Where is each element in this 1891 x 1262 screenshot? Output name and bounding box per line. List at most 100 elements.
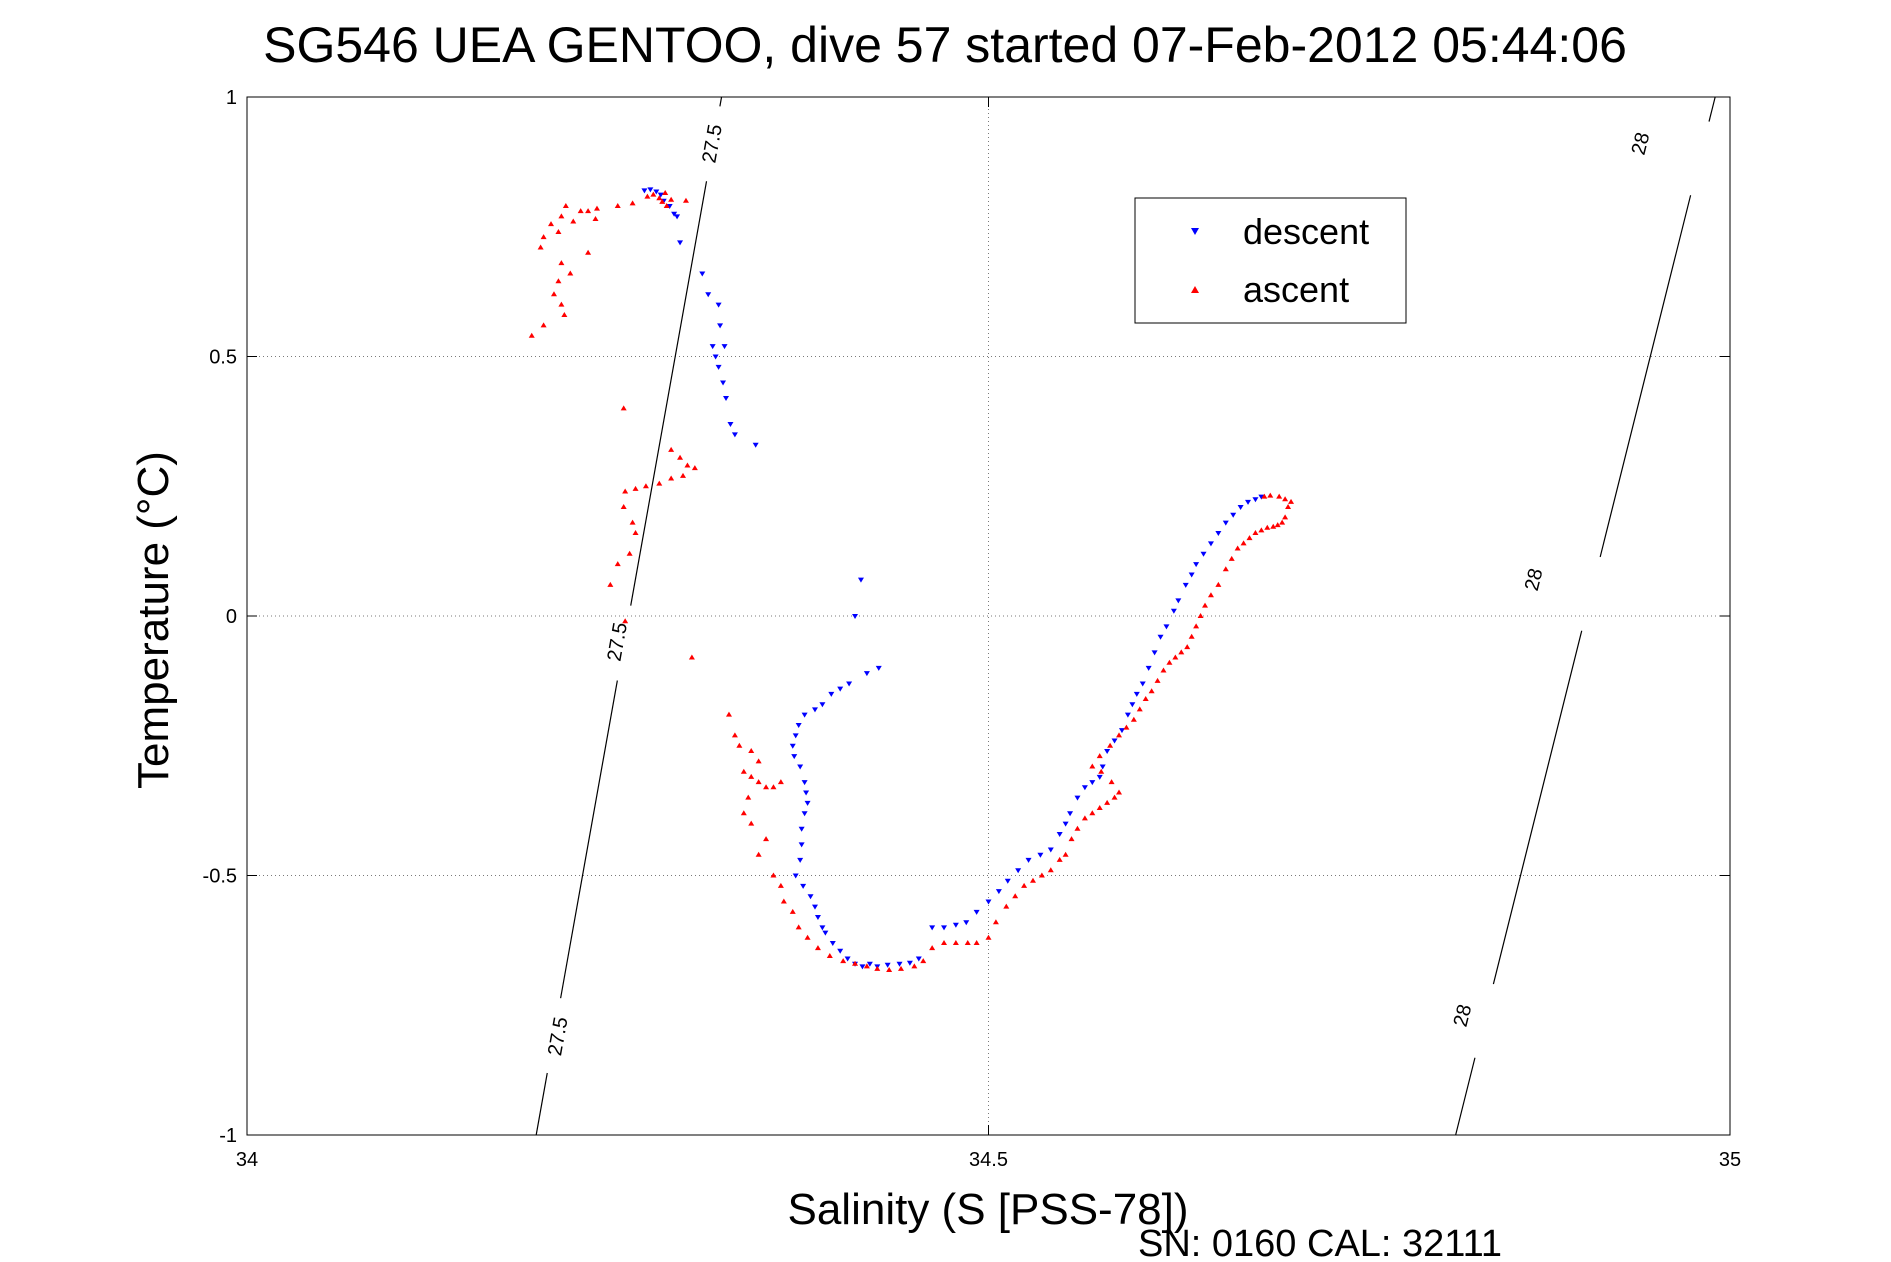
ascent-point	[668, 196, 675, 202]
ascent-point	[1116, 732, 1123, 738]
descent-point	[752, 442, 759, 448]
ascent-point	[1056, 856, 1063, 862]
descent-point	[657, 192, 664, 198]
descent-point	[798, 826, 805, 832]
ascent-point	[682, 197, 689, 203]
density-contour-line	[1708, 96, 1716, 122]
ascent-point	[650, 191, 657, 197]
ascent-point	[1003, 903, 1010, 909]
descent-point	[859, 964, 866, 970]
ascent-point	[755, 851, 762, 857]
descent-point	[1118, 728, 1125, 734]
descent-point	[828, 691, 835, 697]
x-axis-label: Salinity (S [PSS-78])	[787, 1185, 1188, 1234]
descent-point	[1004, 878, 1011, 884]
descent-point	[797, 857, 804, 863]
ascent-point	[1178, 649, 1185, 655]
ascent-point	[1279, 519, 1286, 525]
ascent-point	[1288, 498, 1295, 504]
ascent-point	[622, 488, 629, 494]
density-contour-label: 28	[1628, 130, 1655, 157]
ascent-point	[629, 200, 636, 206]
ascent-point	[886, 966, 893, 972]
ascent-point	[898, 965, 905, 971]
ascent-point	[1096, 753, 1103, 759]
density-contour-line	[1492, 630, 1583, 985]
ascent-point	[1154, 677, 1161, 683]
y-tick-label: 0.5	[209, 347, 237, 369]
descent-point	[819, 702, 826, 708]
ascent-point	[952, 939, 959, 945]
ascent-point	[562, 202, 569, 208]
ascent-point	[1228, 555, 1235, 561]
ascent-point	[1285, 504, 1292, 510]
descent-point	[819, 925, 826, 931]
ascent-point	[1234, 545, 1241, 551]
ascent-point	[1282, 514, 1289, 520]
ascent-point	[656, 480, 663, 486]
ascent-point	[1202, 602, 1209, 608]
ascent-point	[755, 758, 762, 764]
ascent-point	[548, 221, 555, 227]
descent-point	[715, 364, 722, 370]
descent-point	[1170, 608, 1177, 614]
descent-point	[896, 961, 903, 967]
ascent-point	[1111, 794, 1118, 800]
descent-point	[1222, 520, 1229, 526]
descent-point	[1207, 541, 1214, 547]
ascent-point	[777, 882, 784, 888]
ascent-point	[1136, 706, 1143, 712]
ascent-point	[1193, 623, 1200, 629]
ascent-point	[1096, 805, 1103, 811]
descent-point	[674, 214, 681, 220]
ascent-point	[691, 465, 698, 471]
descent-point	[1099, 764, 1106, 770]
ascent-point	[1148, 688, 1155, 694]
descent-point	[800, 883, 807, 889]
legend-descent-marker	[1191, 228, 1199, 235]
descent-point	[677, 240, 684, 246]
serial-calibration-label: SN: 0160 CAL: 32111	[1138, 1223, 1502, 1262]
descent-point	[906, 960, 913, 966]
descent-point	[1111, 738, 1118, 744]
ascent-point	[1166, 659, 1173, 665]
ascent-point	[567, 270, 574, 276]
ascent-point	[1108, 779, 1115, 785]
ascent-point	[748, 820, 755, 826]
ascent-point	[555, 278, 562, 284]
descent-point	[846, 681, 853, 687]
ascent-point	[668, 475, 675, 481]
ascent-point	[620, 405, 627, 411]
descent-point	[811, 904, 818, 910]
descent-point	[727, 421, 734, 427]
ascent-point	[777, 779, 784, 785]
descent-point	[791, 754, 798, 760]
ascent-point	[1038, 872, 1045, 878]
ascent-point	[684, 462, 691, 468]
descent-point	[641, 188, 648, 194]
ascent-point	[592, 215, 599, 221]
ascent-point	[1098, 768, 1105, 774]
descent-point	[715, 302, 722, 308]
data-points	[528, 187, 1295, 972]
ascent-point	[748, 773, 755, 779]
descent-point	[647, 187, 654, 193]
ascent-point	[632, 485, 639, 491]
ascent-point	[1188, 633, 1195, 639]
descent-point	[1081, 785, 1088, 791]
descent-point	[804, 800, 811, 806]
descent-point	[1089, 780, 1096, 786]
ascent-point	[1116, 789, 1123, 795]
density-contour-label: 27.5	[603, 621, 632, 663]
ascent-point	[1282, 496, 1289, 502]
descent-point	[875, 665, 882, 671]
ascent-point	[748, 747, 755, 753]
ascent-point	[1021, 882, 1028, 888]
descent-point	[1139, 681, 1146, 687]
descent-point	[705, 292, 712, 298]
ascent-point	[1081, 815, 1088, 821]
ascent-point	[662, 190, 669, 196]
descent-point	[1074, 795, 1081, 801]
descent-point	[1215, 530, 1222, 536]
ascent-point	[840, 958, 847, 964]
